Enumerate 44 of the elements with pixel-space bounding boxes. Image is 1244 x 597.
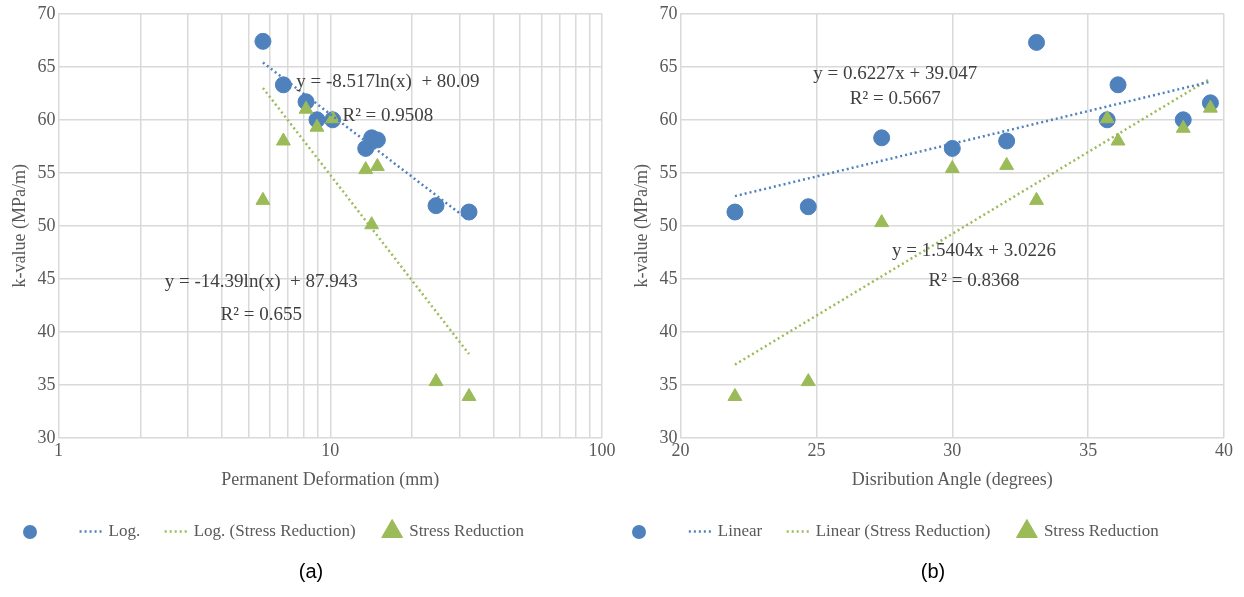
x-tick-label: 25 xyxy=(807,440,826,461)
y-tick-label: 35 xyxy=(37,373,56,394)
y-tick-label: 35 xyxy=(659,373,678,394)
x-tick-label: 30 xyxy=(943,440,962,461)
legend-label: Log. (Stress Reduction) xyxy=(193,520,356,540)
y-tick-label: 65 xyxy=(659,55,678,76)
y-tick-label: 65 xyxy=(37,55,56,76)
y-tick-label: 40 xyxy=(37,320,56,341)
annotation: R² = 0.8368 xyxy=(928,268,1020,290)
x-tick-label: 10 xyxy=(321,440,340,461)
x-axis-title: Permanent Deformation (mm) xyxy=(221,468,440,490)
annotation: R² = 0.9508 xyxy=(342,103,434,125)
annotation: y = 1.5404x + 3.0226 xyxy=(892,239,1056,261)
text: (a) xyxy=(297,560,325,583)
x-tick-label: 35 xyxy=(1079,440,1098,461)
legend-label: Log. xyxy=(108,520,141,540)
legend-label: Stress Reduction xyxy=(1043,520,1160,540)
y-tick-label: 30 xyxy=(37,426,56,447)
y-tick-label: 55 xyxy=(659,161,678,182)
x-axis-title: Disribution Angle (degrees) xyxy=(851,468,1053,490)
annotation: y = 0.6227x + 39.047 xyxy=(813,62,978,84)
y-tick-label: 50 xyxy=(659,214,678,235)
y-tick-label: 40 xyxy=(659,320,678,341)
x-tick-label: 100 xyxy=(588,440,616,461)
y-axis-title: k-value (MPa/m) xyxy=(630,164,652,288)
text: (b) xyxy=(919,560,947,583)
annotation: R² = 0.5667 xyxy=(849,86,941,108)
y-axis-title: k-value (MPa/m) xyxy=(8,164,30,288)
y-tick-label: 70 xyxy=(659,2,678,23)
y-tick-label: 55 xyxy=(37,161,56,182)
legend-label: Linear xyxy=(717,520,763,540)
y-tick-label: 70 xyxy=(37,2,56,23)
y-tick-label: 50 xyxy=(37,214,56,235)
y-tick-label: 45 xyxy=(659,267,678,288)
annotation: R² = 0.655 xyxy=(220,302,302,324)
x-tick-label: 1 xyxy=(54,440,64,461)
legend-label: Linear (Stress Reduction) xyxy=(815,520,991,540)
annotation: y = -14.39ln(x) + 87.943 xyxy=(164,269,358,292)
y-tick-label: 45 xyxy=(37,267,56,288)
x-tick-label: 40 xyxy=(1215,440,1233,461)
annotation: y = -8.517ln(x) + 80.09 xyxy=(296,69,480,92)
y-tick-label: 60 xyxy=(659,108,678,129)
legend-label: Stress Reduction xyxy=(409,520,525,540)
y-tick-label: 60 xyxy=(37,108,56,129)
